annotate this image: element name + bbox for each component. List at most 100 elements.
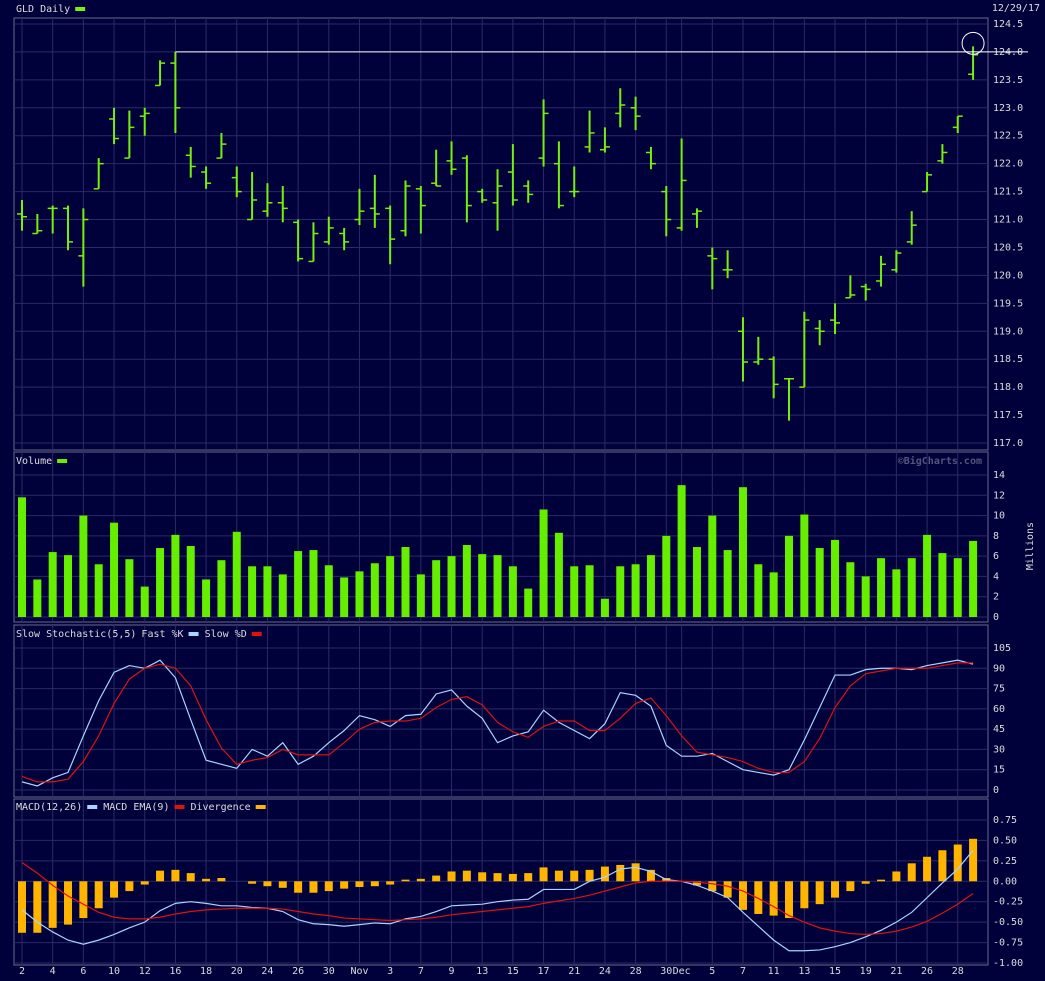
y-tick-label: 15 — [993, 765, 1005, 776]
bar — [524, 588, 533, 617]
legend-label: MACD EMA(9) — [103, 802, 169, 813]
x-tick-label: 24 — [261, 966, 273, 977]
bar — [677, 485, 686, 617]
bar — [570, 566, 579, 617]
divergence-bar — [539, 867, 548, 882]
x-tick-label: 7 — [740, 966, 746, 977]
legend-swatch — [188, 632, 199, 636]
bar — [907, 558, 916, 617]
divergence-bar — [708, 881, 717, 892]
chart-title: GLD Daily — [16, 4, 70, 15]
divergence-bar — [202, 878, 211, 882]
divergence-bar — [248, 881, 257, 884]
y-tick-label: 124.5 — [993, 19, 1023, 30]
y-tick-label: 118.0 — [993, 382, 1023, 393]
divergence-bar — [140, 881, 149, 885]
divergence-bar — [309, 881, 318, 893]
divergence-bar — [692, 881, 701, 886]
divergence-bar — [156, 870, 165, 882]
x-tick-label: 18 — [200, 966, 212, 977]
bar — [248, 566, 257, 617]
bar — [401, 547, 410, 617]
x-tick-label: 20 — [231, 966, 243, 977]
divergence-bar — [754, 881, 763, 914]
divergence-bar — [938, 850, 947, 882]
legend-swatch — [75, 7, 86, 11]
bar — [969, 540, 978, 617]
y-tick-label: 10 — [993, 511, 1005, 522]
y-tick-label: 2 — [993, 592, 999, 603]
divergence-bar — [263, 881, 272, 887]
divergence-bar — [217, 878, 226, 882]
divergence-bar — [831, 881, 840, 898]
divergence-bar — [79, 881, 88, 919]
y-tick-label: -1.00 — [993, 958, 1023, 969]
divergence-bar — [631, 863, 640, 882]
y-tick-label: 0.00 — [993, 876, 1017, 887]
bar — [861, 576, 870, 617]
divergence-bar — [846, 881, 855, 892]
price-panel — [13, 17, 989, 451]
bar — [600, 598, 609, 617]
y-tick-label: 8 — [993, 531, 999, 542]
y-tick-label: 60 — [993, 704, 1005, 715]
bar — [462, 544, 471, 617]
line-series — [21, 662, 974, 783]
legend-label: Slow %D — [205, 629, 247, 640]
bar — [309, 550, 318, 617]
x-tick-label: 26 — [921, 966, 933, 977]
x-tick-label: 3 — [387, 966, 393, 977]
line-series — [21, 861, 974, 936]
y-tick-label: 0.50 — [993, 835, 1017, 846]
y-tick-label: 0 — [993, 785, 999, 796]
divergence-bar — [616, 864, 625, 882]
bar — [892, 569, 901, 617]
divergence-bar — [815, 881, 824, 905]
x-tick-label: Dec — [673, 966, 691, 977]
bar — [447, 556, 456, 617]
x-tick-label: 30 — [660, 966, 672, 977]
divergence-bar — [785, 881, 793, 919]
y-tick-label: 4 — [993, 571, 999, 582]
bar — [616, 566, 625, 617]
divergence-bar — [18, 881, 26, 933]
bar — [785, 535, 793, 617]
bar — [585, 565, 594, 617]
y-tick-label: -0.75 — [993, 938, 1023, 949]
bar — [18, 497, 26, 617]
bar — [646, 555, 655, 617]
legend-swatch — [174, 805, 185, 809]
date-label: 12/29/17 — [992, 3, 1040, 14]
y-tick-label: 0.75 — [993, 815, 1017, 826]
y-tick-label: 117.0 — [993, 438, 1023, 449]
x-tick-label: 13 — [476, 966, 488, 977]
bar — [769, 572, 778, 617]
divergence-bar — [401, 879, 410, 882]
divergence-bar — [478, 872, 487, 882]
divergence-bar — [953, 844, 962, 882]
x-tick-label: 28 — [952, 966, 964, 977]
divergence-bar — [416, 878, 425, 882]
divergence-bar — [646, 869, 655, 882]
bar — [493, 555, 502, 617]
y-tick-label: 75 — [993, 684, 1005, 695]
bar — [294, 551, 303, 617]
divergence-bar — [48, 881, 57, 928]
bar — [125, 559, 134, 617]
divergence-bar — [877, 879, 886, 882]
divergence-bar — [447, 871, 456, 882]
y-tick-label: 120.0 — [993, 270, 1023, 281]
bar — [953, 558, 962, 617]
x-tick-label: Nov — [350, 966, 368, 977]
bar — [554, 532, 563, 617]
x-tick-label: 21 — [568, 966, 580, 977]
divergence-bar — [294, 881, 303, 893]
y-tick-label: 90 — [993, 663, 1005, 674]
y-tick-label: 119.0 — [993, 326, 1023, 337]
bar — [478, 554, 487, 617]
bar — [923, 534, 932, 617]
divergence-bar — [33, 881, 42, 933]
bar — [324, 565, 333, 617]
bar — [692, 547, 701, 617]
bar — [877, 558, 886, 617]
